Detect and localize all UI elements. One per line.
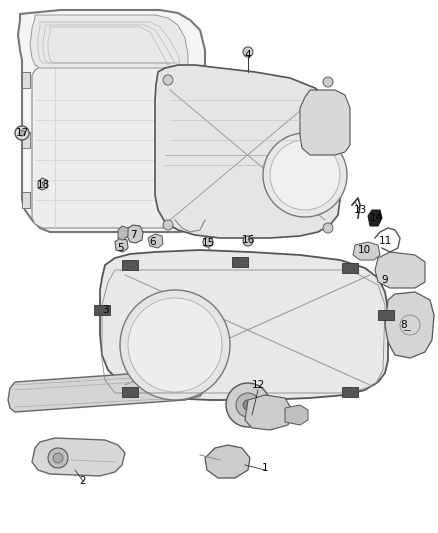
Polygon shape [232,392,248,402]
Text: 14: 14 [369,213,383,223]
Circle shape [48,448,68,468]
Polygon shape [375,252,425,288]
Circle shape [15,126,29,140]
Text: 6: 6 [150,237,156,247]
Circle shape [203,237,213,247]
Circle shape [163,75,173,85]
Text: 3: 3 [102,305,108,315]
Polygon shape [285,405,308,425]
Circle shape [270,140,340,210]
Text: 18: 18 [36,180,49,190]
Polygon shape [8,370,205,412]
Polygon shape [385,292,434,358]
Polygon shape [245,395,292,430]
Text: 11: 11 [378,236,392,246]
Polygon shape [122,387,138,397]
Circle shape [128,298,222,392]
Text: 7: 7 [130,230,136,240]
Polygon shape [155,65,340,238]
Polygon shape [94,305,110,315]
Text: 5: 5 [117,243,124,253]
Text: 13: 13 [353,205,367,215]
Polygon shape [300,90,350,155]
Circle shape [120,290,230,400]
Polygon shape [115,238,128,252]
Text: 10: 10 [357,245,371,255]
Polygon shape [148,234,163,248]
Polygon shape [38,178,47,190]
Polygon shape [378,310,394,320]
Text: 16: 16 [241,235,254,245]
Circle shape [243,400,253,410]
Text: 4: 4 [245,50,251,60]
Polygon shape [353,242,380,260]
Polygon shape [100,250,388,400]
Circle shape [243,47,253,57]
Text: 15: 15 [201,238,215,248]
Circle shape [243,236,253,246]
Circle shape [163,220,173,230]
Circle shape [226,383,270,427]
Text: 9: 9 [381,275,389,285]
Text: 8: 8 [401,320,407,330]
Polygon shape [127,225,143,243]
Polygon shape [30,15,188,68]
Polygon shape [122,260,138,270]
Polygon shape [342,263,358,273]
Polygon shape [32,438,125,476]
Text: 17: 17 [15,128,28,138]
Polygon shape [22,132,30,148]
Polygon shape [368,210,382,226]
Circle shape [53,453,63,463]
Text: 2: 2 [80,476,86,486]
Polygon shape [118,226,128,240]
Polygon shape [22,192,30,208]
Circle shape [263,133,347,217]
Polygon shape [342,387,358,397]
Text: 1: 1 [261,463,268,473]
Polygon shape [205,445,250,478]
Polygon shape [232,257,248,267]
Polygon shape [18,10,205,232]
Polygon shape [32,67,196,228]
Polygon shape [22,72,30,88]
Circle shape [323,77,333,87]
Circle shape [19,130,25,136]
Circle shape [323,223,333,233]
Text: 12: 12 [251,380,265,390]
Circle shape [236,393,260,417]
